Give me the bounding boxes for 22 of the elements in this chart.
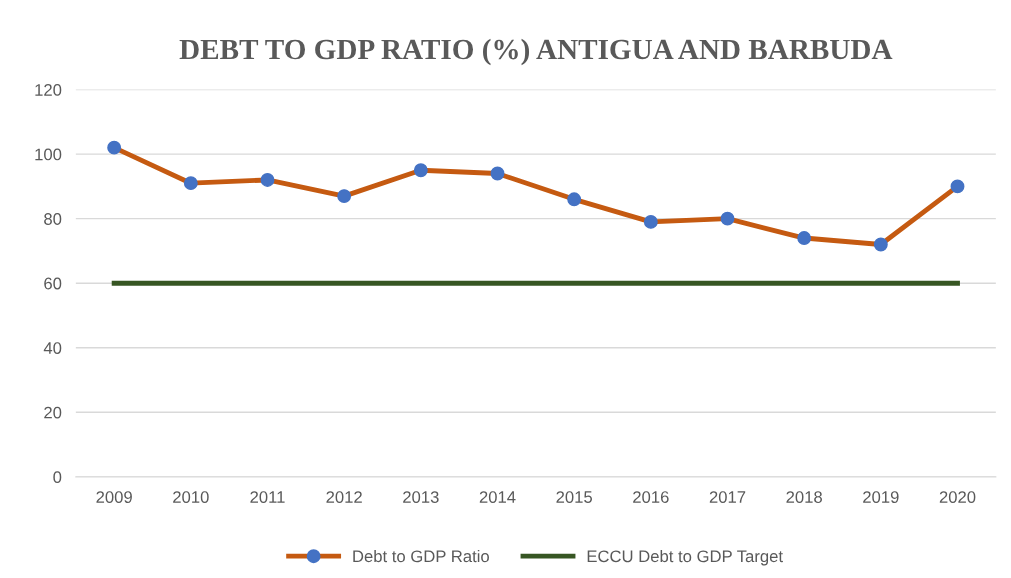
x-tick-label: 2017 (709, 491, 746, 503)
x-tick-label: 2010 (173, 491, 209, 503)
y-tick-label: 40 (43, 342, 62, 354)
y-tick-label: 0 (53, 471, 62, 484)
y-tick-label: 80 (44, 213, 62, 225)
chart-title: DEBT TO GDP RATIO (%) ANTIGUA AND BARBUDA (179, 38, 893, 66)
legend-label: Debt to GDP Ratio (353, 549, 489, 563)
x-tick-label: 2015 (556, 491, 593, 503)
x-tick-label: 2019 (863, 491, 899, 503)
x-tick-label: 2009 (96, 491, 132, 503)
legend-label: ECCU Debt to GDP Target (587, 549, 783, 566)
y-tick-label: 100 (35, 148, 62, 161)
x-tick-label: 2020 (939, 491, 976, 503)
y-tick-label: 20 (44, 406, 62, 419)
x-tick-label: 2013 (403, 491, 439, 503)
x-tick-label: 2014 (479, 491, 516, 503)
y-tick-label: 60 (44, 277, 62, 290)
x-tick-label: 2018 (786, 491, 822, 503)
x-tick-label: 2011 (250, 491, 285, 503)
x-tick-label: 2012 (326, 491, 362, 503)
x-tick-label: 2016 (633, 491, 669, 503)
y-tick-label: 120 (35, 83, 62, 96)
